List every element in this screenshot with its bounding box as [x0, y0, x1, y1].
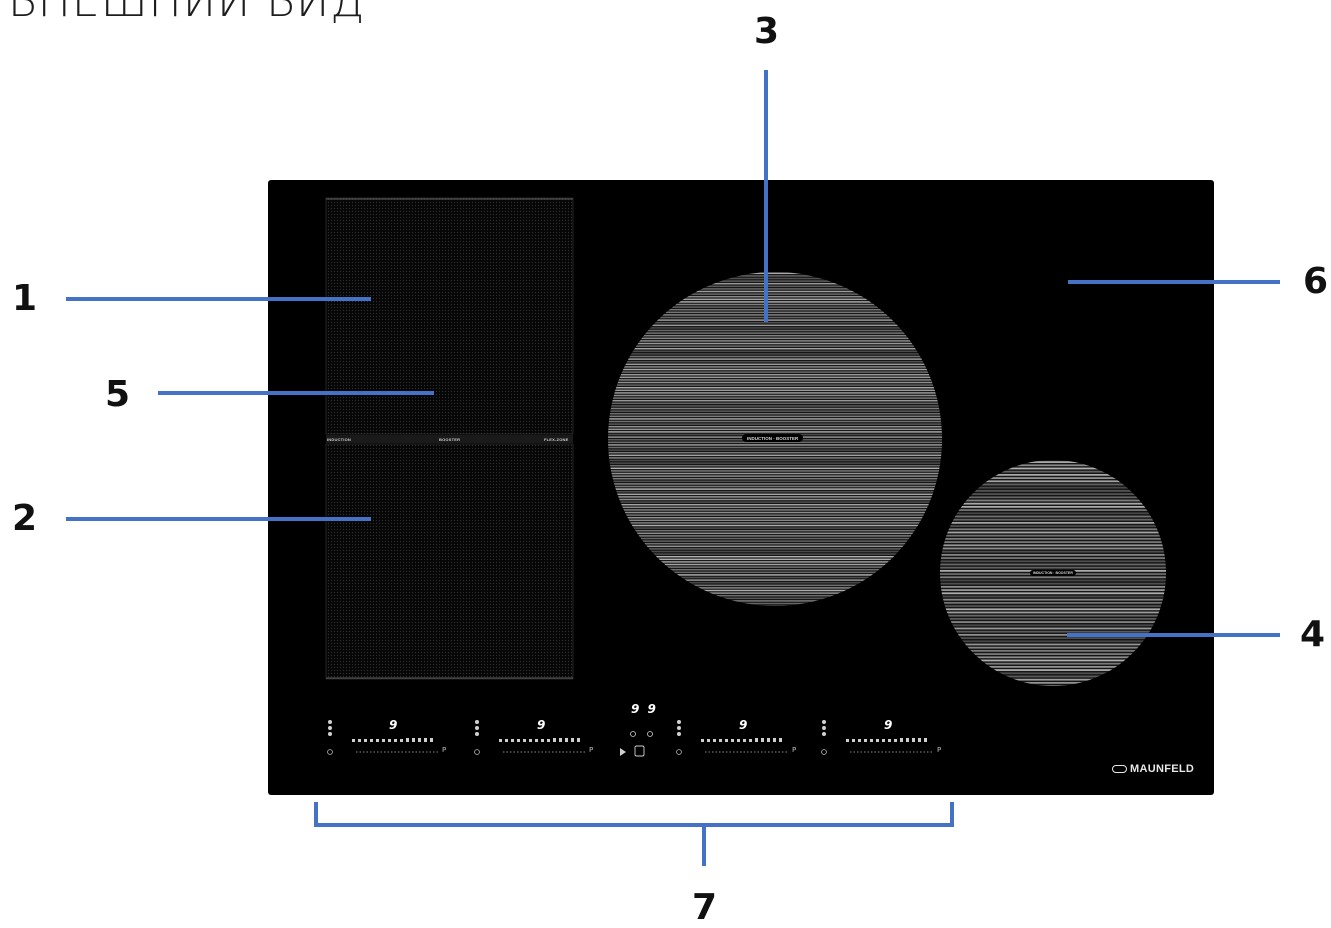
brand-logo: MAUNFELD	[1112, 763, 1194, 775]
touch-control-panel	[327, 720, 934, 757]
brand-name: MAUNFELD	[1130, 763, 1195, 775]
brand-logo-icon	[1112, 765, 1127, 773]
page-title: ВНЕШНИЙ ВИД	[8, 0, 366, 27]
zone-3-p-label: P	[792, 746, 797, 754]
flex-zone-label-right: FLEX-ZONE	[544, 437, 569, 442]
callout-number-3: 3	[754, 11, 780, 52]
zone-2-display: 9	[537, 718, 546, 732]
flex-zone-label-left: INDUCTION	[327, 437, 352, 442]
small-zone-label: INDUCTION · BOOSTER	[1030, 570, 1076, 576]
callout-number-6: 6	[1303, 261, 1329, 302]
flex-zone-label-center: BOOSTER	[439, 437, 461, 442]
callout-number-4: 4	[1300, 614, 1326, 655]
large-round-zone	[608, 272, 942, 606]
zone-1-p-label: P	[442, 746, 447, 754]
flex-zone-divider	[326, 435, 573, 443]
large-zone-label: INDUCTION · BOOSTER	[742, 434, 804, 442]
flex-zone-top	[325, 197, 574, 435]
callout-bracket-7	[314, 802, 954, 827]
callout-number-2: 2	[12, 498, 38, 539]
flex-zone-bottom	[325, 443, 574, 680]
zone-2-p-label: P	[589, 746, 594, 754]
callout-number-7: 7	[692, 887, 718, 928]
callout-number-1: 1	[12, 278, 38, 319]
zone-3-display: 9	[739, 718, 748, 732]
timer-display: 9 9	[631, 702, 658, 716]
zone-4-display: 9	[884, 718, 893, 732]
callout-lines	[66, 70, 1280, 866]
zone-1-display: 9	[389, 718, 398, 732]
callout-number-5: 5	[105, 374, 131, 415]
zone-4-p-label: P	[937, 746, 942, 754]
